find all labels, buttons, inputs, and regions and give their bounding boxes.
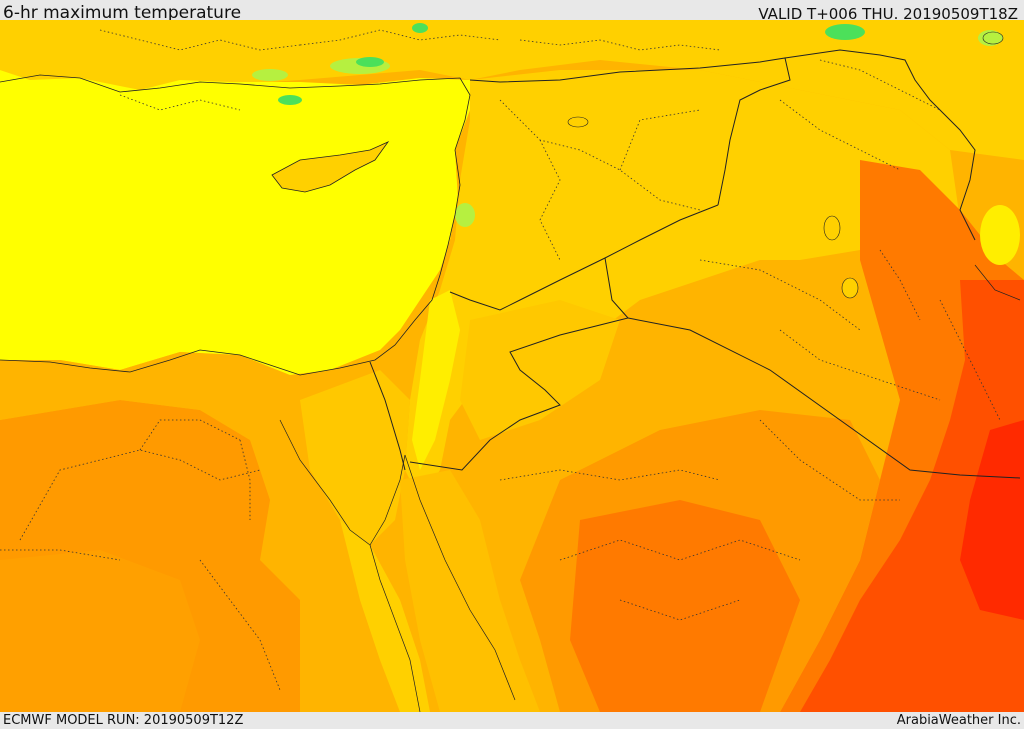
- valid-time-label: VALID T+006 THU. 20190509T18Z: [758, 5, 1018, 23]
- jordan-valley-cool: [412, 290, 460, 470]
- egypt-warm-strip: [0, 352, 300, 470]
- gulf-coastline: [974, 264, 1021, 301]
- egypt-south-hot: [0, 550, 200, 712]
- turkey-coastline: [0, 74, 471, 151]
- sinai-border: [369, 361, 406, 471]
- red-sea-coast-zone: [400, 470, 540, 712]
- map-title: 6-hr maximum temperature: [3, 3, 242, 23]
- cool-spot-turkey-5: [412, 23, 428, 33]
- cool-spot-caucasus: [825, 24, 865, 40]
- cool-spot-turkey-3: [252, 69, 288, 81]
- iraq-saudi-border: [627, 317, 1021, 479]
- internal-borders: [0, 29, 1001, 691]
- temperature-field: [0, 20, 1024, 712]
- red-sea-coastline: [369, 544, 421, 712]
- red-sea-west-coast: [279, 419, 406, 546]
- red-sea-warm-strip: [340, 520, 430, 712]
- levant-coastline: [0, 149, 461, 376]
- temperature-map: [0, 20, 1024, 712]
- arabia-red-sea-coast: [404, 454, 516, 701]
- mediterranean-sea: [0, 70, 470, 375]
- lake-assad: [567, 116, 589, 128]
- turkey-warm-zone: [0, 20, 1024, 160]
- central-jordan-warm: [460, 300, 620, 440]
- levant-warm-zone: [405, 70, 960, 500]
- cool-spot-lebanon: [455, 203, 475, 227]
- cool-spot-turkey-2: [356, 57, 384, 67]
- cool-spot-iran: [980, 205, 1020, 265]
- cyprus-island: [271, 141, 390, 193]
- gulf-hottest-zone: [800, 280, 1024, 712]
- lake-van: [982, 31, 1004, 45]
- saudi-hotter-patch: [570, 500, 800, 712]
- header-bar: 6-hr maximum temperature VALID T+006 THU…: [0, 0, 1024, 23]
- lake-razazah: [841, 277, 859, 299]
- syria-iraq-border: [449, 204, 719, 311]
- sinai-warm-zone: [300, 370, 410, 545]
- credit-label: ArabiaWeather Inc.: [896, 713, 1021, 728]
- cool-spot-turkey-4: [278, 95, 302, 105]
- footer-bar: ECMWF MODEL RUN: 20190509T12Z ArabiaWeat…: [0, 712, 1024, 729]
- turkey-iran-border: [784, 49, 976, 241]
- model-run-label: ECMWF MODEL RUN: 20190509T12Z: [3, 713, 244, 728]
- lake-tharthar: [823, 215, 841, 241]
- kuwait-hottest-core: [960, 420, 1024, 620]
